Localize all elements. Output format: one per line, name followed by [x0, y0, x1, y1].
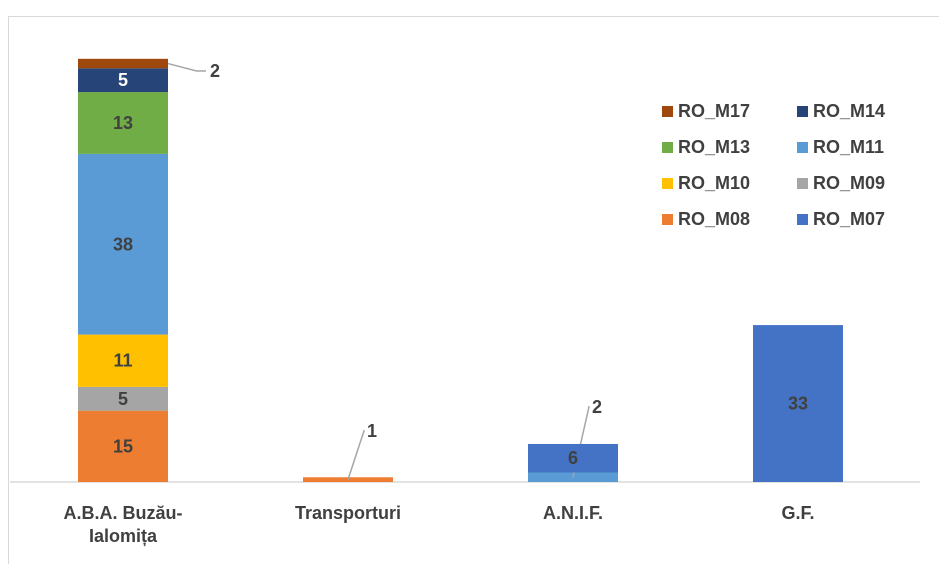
data-label-ro-m13-cat0: 13 [113, 113, 133, 133]
data-label-ro-m17-cat0: 2 [210, 61, 220, 81]
leader-line-ro-m08-cat1 [347, 430, 365, 480]
bar-segment-ro-m11-cat0 [78, 153, 168, 335]
bar-segment-ro-m09-cat0 [78, 386, 168, 411]
legend-label-ro-m13: RO_M13 [678, 137, 750, 157]
data-label-ro-m11-cat0: 38 [113, 234, 133, 254]
data-label-ro-m07-cat2: 6 [568, 448, 578, 468]
data-label-ro-m10-cat0: 11 [113, 351, 132, 371]
bar-segment-ro-m07-cat3 [753, 325, 843, 482]
legend-swatch-ro-m13 [662, 142, 673, 153]
data-label-ro-m11-cat2: 2 [592, 397, 602, 417]
legend-swatch-ro-m10 [662, 178, 673, 189]
legend-label-ro-m11: RO_M11 [813, 137, 884, 157]
legend-label-ro-m14: RO_M14 [813, 101, 885, 121]
data-label-ro-m07-cat3: 33 [788, 394, 808, 414]
category-label-0-line0: A.B.A. Buzău- [64, 503, 183, 523]
legend-swatch-ro-m08 [662, 214, 673, 225]
chart-frame [8, 16, 939, 564]
leader-line-ro-m17-cat0 [167, 62, 206, 72]
bar-segment-ro-m08-cat0 [78, 410, 168, 482]
legend-swatch-ro-m11 [797, 142, 808, 153]
data-label-ro-m14-cat0: 5 [118, 70, 128, 90]
legend-label-ro-m09: RO_M09 [813, 173, 885, 193]
legend-label-ro-m17: RO_M17 [678, 101, 750, 121]
category-label-2: A.N.I.F. [543, 503, 603, 523]
category-label-0-line1: Ialomița [89, 526, 158, 546]
legend-swatch-ro-m14 [797, 106, 808, 117]
legend-label-ro-m10: RO_M10 [678, 173, 750, 193]
legend-swatch-ro-m17 [662, 106, 673, 117]
category-label-3: G.F. [781, 503, 814, 523]
data-label-ro-m08-cat1: 1 [367, 421, 377, 441]
legend-swatch-ro-m07 [797, 214, 808, 225]
legend-label-ro-m07: RO_M07 [813, 209, 885, 229]
bar-segment-ro-m13-cat0 [78, 92, 168, 154]
legend-swatch-ro-m09 [797, 178, 808, 189]
data-label-ro-m09-cat0: 5 [118, 389, 128, 409]
bar-segment-ro-m10-cat0 [78, 334, 168, 387]
bar-segment-ro-m07-cat2 [528, 443, 618, 473]
bar-segment-ro-m14-cat0 [78, 68, 168, 93]
legend-label-ro-m08: RO_M08 [678, 209, 750, 229]
category-label-1: Transporturi [295, 503, 401, 523]
bar-segment-ro-m17-cat0 [78, 58, 168, 69]
data-label-ro-m08-cat0: 15 [113, 436, 133, 456]
